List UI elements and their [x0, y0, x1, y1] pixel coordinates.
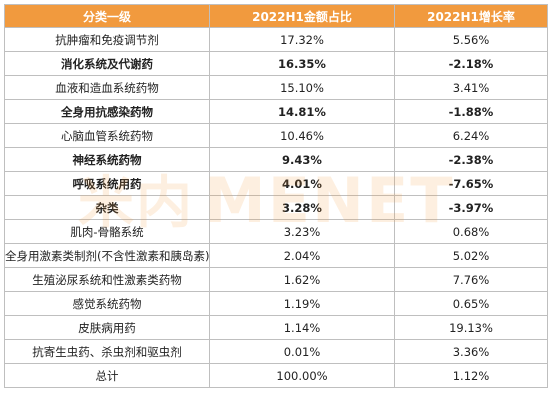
- table-row: 血液和造血系统药物 15.10% 3.41%: [4, 75, 548, 100]
- cell-category: 呼吸系统用药: [4, 171, 210, 196]
- cell-share: 17.32%: [209, 27, 395, 52]
- cell-category: 抗寄生虫药、杀虫剂和驱虫剂: [4, 339, 210, 364]
- table-row: 全身用激素类制剂(不含性激素和胰岛素) 2.04% 5.02%: [4, 243, 548, 268]
- cell-category: 神经系统药物: [4, 147, 210, 172]
- table-row: 皮肤病用药 1.14% 19.13%: [4, 315, 548, 340]
- cell-growth: 6.24%: [394, 123, 548, 148]
- cell-share: 3.23%: [209, 219, 395, 244]
- table-row: 全身用抗感染药物 14.81% -1.88%: [4, 99, 548, 124]
- cell-category: 心脑血管系统药物: [4, 123, 210, 148]
- cell-share: 100.00%: [209, 363, 395, 388]
- cell-category: 杂类: [4, 195, 210, 220]
- cell-share: 2.04%: [209, 243, 395, 268]
- table-row: 抗寄生虫药、杀虫剂和驱虫剂 0.01% 3.36%: [4, 339, 548, 364]
- cell-share: 9.43%: [209, 147, 395, 172]
- cell-share: 14.81%: [209, 99, 395, 124]
- cell-growth: -1.88%: [394, 99, 548, 124]
- header-share: 2022H1金额占比: [209, 4, 395, 28]
- table-header-row: 分类一级 2022H1金额占比 2022H1增长率: [4, 4, 548, 28]
- table-row: 抗肿瘤和免疫调节剂 17.32% 5.56%: [4, 27, 548, 52]
- table-row: 肌肉-骨骼系统 3.23% 0.68%: [4, 219, 548, 244]
- cell-growth: 5.02%: [394, 243, 548, 268]
- cell-category: 生殖泌尿系统和性激素类药物: [4, 267, 210, 292]
- cell-share: 4.01%: [209, 171, 395, 196]
- cell-share: 10.46%: [209, 123, 395, 148]
- table-row: 心脑血管系统药物 10.46% 6.24%: [4, 123, 548, 148]
- cell-growth: -3.97%: [394, 195, 548, 220]
- cell-share: 1.14%: [209, 315, 395, 340]
- cell-category: 消化系统及代谢药: [4, 51, 210, 76]
- table-row: 生殖泌尿系统和性激素类药物 1.62% 7.76%: [4, 267, 548, 292]
- cell-growth: -7.65%: [394, 171, 548, 196]
- cell-category: 肌肉-骨骼系统: [4, 219, 210, 244]
- cell-category: 皮肤病用药: [4, 315, 210, 340]
- cell-category: 全身用抗感染药物: [4, 99, 210, 124]
- cell-growth: 0.65%: [394, 291, 548, 316]
- cell-growth: 3.41%: [394, 75, 548, 100]
- table-row: 感觉系统药物 1.19% 0.65%: [4, 291, 548, 316]
- table-row: 消化系统及代谢药 16.35% -2.18%: [4, 51, 548, 76]
- cell-share: 3.28%: [209, 195, 395, 220]
- header-growth: 2022H1增长率: [394, 4, 548, 28]
- cell-category: 全身用激素类制剂(不含性激素和胰岛素): [4, 243, 210, 268]
- header-category: 分类一级: [4, 4, 210, 28]
- table-row: 呼吸系统用药 4.01% -7.65%: [4, 171, 548, 196]
- cell-share: 1.62%: [209, 267, 395, 292]
- table-row: 总计 100.00% 1.12%: [4, 363, 548, 388]
- cell-category: 感觉系统药物: [4, 291, 210, 316]
- cell-growth: 1.12%: [394, 363, 548, 388]
- data-table: 分类一级 2022H1金额占比 2022H1增长率 抗肿瘤和免疫调节剂 17.32…: [4, 4, 548, 388]
- table-body: 抗肿瘤和免疫调节剂 17.32% 5.56% 消化系统及代谢药 16.35% -2.18%…: [4, 27, 548, 388]
- cell-growth: 0.68%: [394, 219, 548, 244]
- table-row: 杂类 3.28% -3.97%: [4, 195, 548, 220]
- cell-share: 15.10%: [209, 75, 395, 100]
- cell-growth: -2.38%: [394, 147, 548, 172]
- cell-category: 血液和造血系统药物: [4, 75, 210, 100]
- cell-share: 0.01%: [209, 339, 395, 364]
- table-row: 神经系统药物 9.43% -2.38%: [4, 147, 548, 172]
- cell-growth: 3.36%: [394, 339, 548, 364]
- cell-category: 总计: [4, 363, 210, 388]
- cell-growth: 7.76%: [394, 267, 548, 292]
- cell-share: 1.19%: [209, 291, 395, 316]
- cell-share: 16.35%: [209, 51, 395, 76]
- cell-category: 抗肿瘤和免疫调节剂: [4, 27, 210, 52]
- cell-growth: 19.13%: [394, 315, 548, 340]
- cell-growth: 5.56%: [394, 27, 548, 52]
- cell-growth: -2.18%: [394, 51, 548, 76]
